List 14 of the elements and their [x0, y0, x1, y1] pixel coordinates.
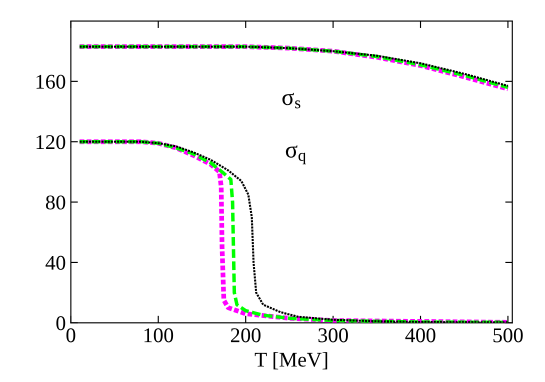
x-tick-label: 500 — [494, 328, 523, 342]
annotation: σ$_{q}$ — [286, 145, 306, 164]
y-tick-label: 40 — [46, 256, 66, 270]
y-tick-label: 160 — [36, 74, 66, 89]
y-tick-label: 0 — [56, 316, 66, 330]
y-tick-label: 120 — [36, 135, 66, 150]
x-tick-label: 200 — [230, 328, 261, 342]
x-tick-label: 0 — [66, 328, 76, 342]
x-tick-label: 100 — [144, 328, 174, 342]
x-tick-label: 300 — [318, 328, 348, 342]
x-axis-title: T [MeV] — [254, 352, 328, 370]
x-tick-label: 400 — [405, 328, 436, 342]
y-tick-label: 80 — [46, 195, 66, 210]
annotation: σ$_{s}$ — [282, 92, 300, 108]
